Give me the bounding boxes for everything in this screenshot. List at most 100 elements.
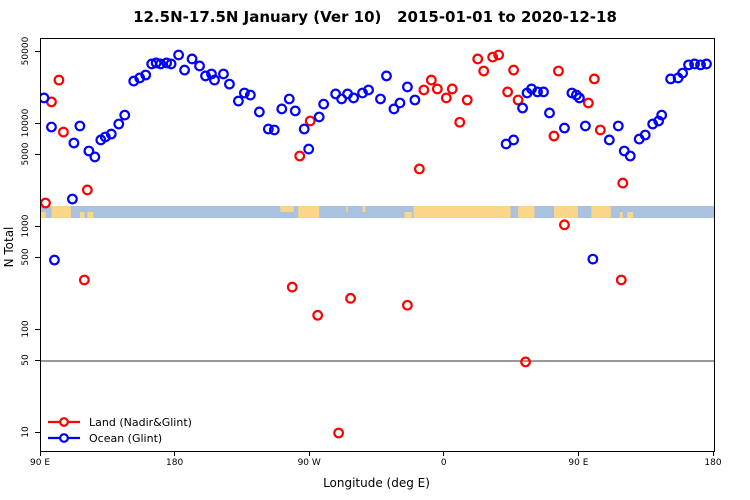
y-tick-mark — [35, 359, 40, 361]
land-point — [413, 163, 425, 175]
land-point — [312, 309, 324, 321]
ocean-point — [140, 69, 152, 81]
ocean-marker-icon — [48, 433, 80, 443]
ocean-point — [388, 103, 400, 115]
land-point — [548, 130, 560, 142]
ocean-point — [186, 53, 198, 65]
y-tick-label: 10000 — [21, 108, 31, 138]
ocean-point — [508, 134, 519, 146]
land-point — [454, 116, 466, 128]
ocean-point — [375, 93, 386, 105]
ocean-point — [119, 109, 131, 121]
ocean-point — [603, 134, 615, 146]
map-strip-land-segment — [79, 212, 85, 218]
plot-area: Land (Nadir&Glint) Ocean (Glint) — [40, 38, 715, 452]
y-tick-mark — [35, 328, 40, 330]
ocean-point — [233, 95, 244, 107]
land-point — [53, 74, 65, 86]
ocean-point — [677, 67, 688, 79]
ocean-point — [209, 74, 220, 86]
ocean-point — [113, 118, 125, 130]
x-tick-mark — [577, 451, 579, 456]
map-strip-land-segment — [51, 206, 71, 218]
legend-label-land: Land (Nadir&Glint) — [89, 415, 192, 429]
land-point — [553, 65, 564, 77]
x-tick-label: 0 — [440, 458, 447, 468]
ocean-point — [224, 78, 235, 90]
ocean-point — [173, 49, 184, 61]
land-point — [615, 274, 627, 286]
y-tick-mark — [35, 431, 40, 433]
ocean-point — [517, 102, 528, 114]
land-point — [81, 184, 93, 196]
x-tick-mark — [39, 451, 41, 456]
land-point — [446, 83, 458, 95]
ocean-point — [574, 92, 585, 104]
y-tick-label: 10 — [21, 426, 31, 438]
y-tick-mark — [35, 50, 40, 52]
map-strip-land-segment — [362, 206, 366, 212]
land-point — [402, 299, 413, 311]
land-point — [345, 292, 356, 304]
map-strip-land-segment — [346, 206, 348, 212]
land-point — [472, 53, 484, 65]
ocean-point — [74, 120, 86, 132]
ocean-point — [303, 143, 315, 155]
ocean-point — [313, 111, 325, 123]
legend-item-land: Land (Nadir&Glint) — [47, 415, 192, 429]
y-tick-label: 500 — [21, 248, 31, 266]
ocean-point — [253, 106, 265, 118]
land-point — [418, 84, 430, 96]
ocean-point — [298, 123, 310, 135]
land-point — [508, 64, 519, 76]
ocean-point — [695, 59, 706, 71]
ocean-point — [639, 129, 651, 141]
land-point — [520, 356, 531, 368]
x-tick-mark — [712, 451, 714, 456]
x-tick-label: 90 W — [297, 458, 321, 468]
land-point — [304, 115, 316, 127]
map-strip-land-segment — [41, 212, 46, 218]
land-point — [588, 73, 600, 85]
ocean-point — [656, 109, 668, 121]
ocean-point — [538, 86, 549, 98]
ocean-point — [394, 97, 406, 109]
scatter-plot — [41, 49, 714, 439]
land-point — [502, 86, 514, 98]
map-strip-land-segment — [553, 206, 578, 218]
map-strip-ocean — [41, 206, 714, 218]
land-point — [440, 92, 452, 104]
ocean-point — [571, 89, 582, 101]
x-axis-label: Longitude (deg E) — [323, 476, 430, 490]
y-axis-label: N Total — [2, 226, 16, 268]
y-tick-label: 100 — [21, 320, 31, 338]
land-point — [431, 83, 443, 95]
land-point — [493, 49, 505, 61]
map-strip-land-segment — [87, 212, 94, 218]
ocean-point — [348, 92, 359, 104]
ocean-point — [532, 86, 543, 98]
ocean-point — [612, 120, 624, 132]
x-tick-label: 180 — [704, 458, 722, 468]
x-tick-label: 180 — [166, 458, 184, 468]
map-strip-land-segment — [627, 212, 634, 218]
legend-label-ocean: Ocean (Glint) — [89, 431, 163, 445]
map-strip-land-segment — [404, 212, 412, 218]
x-tick-mark — [443, 451, 445, 456]
ocean-point — [409, 94, 421, 106]
land-point — [294, 150, 306, 162]
land-point — [58, 126, 69, 138]
ocean-point — [68, 137, 80, 149]
x-tick-mark — [308, 451, 310, 456]
land-point — [333, 427, 345, 439]
ocean-point — [283, 93, 295, 105]
legend-item-ocean: Ocean (Glint) — [47, 431, 162, 445]
map-strip-land-segment — [518, 206, 535, 218]
x-tick-label: 90 E — [568, 458, 589, 468]
ocean-point — [262, 123, 274, 135]
ocean-point — [276, 103, 288, 115]
ocean-point — [89, 151, 101, 163]
x-tick-label: 90 E — [30, 458, 50, 468]
ocean-point — [289, 105, 301, 117]
ocean-point — [381, 70, 392, 82]
